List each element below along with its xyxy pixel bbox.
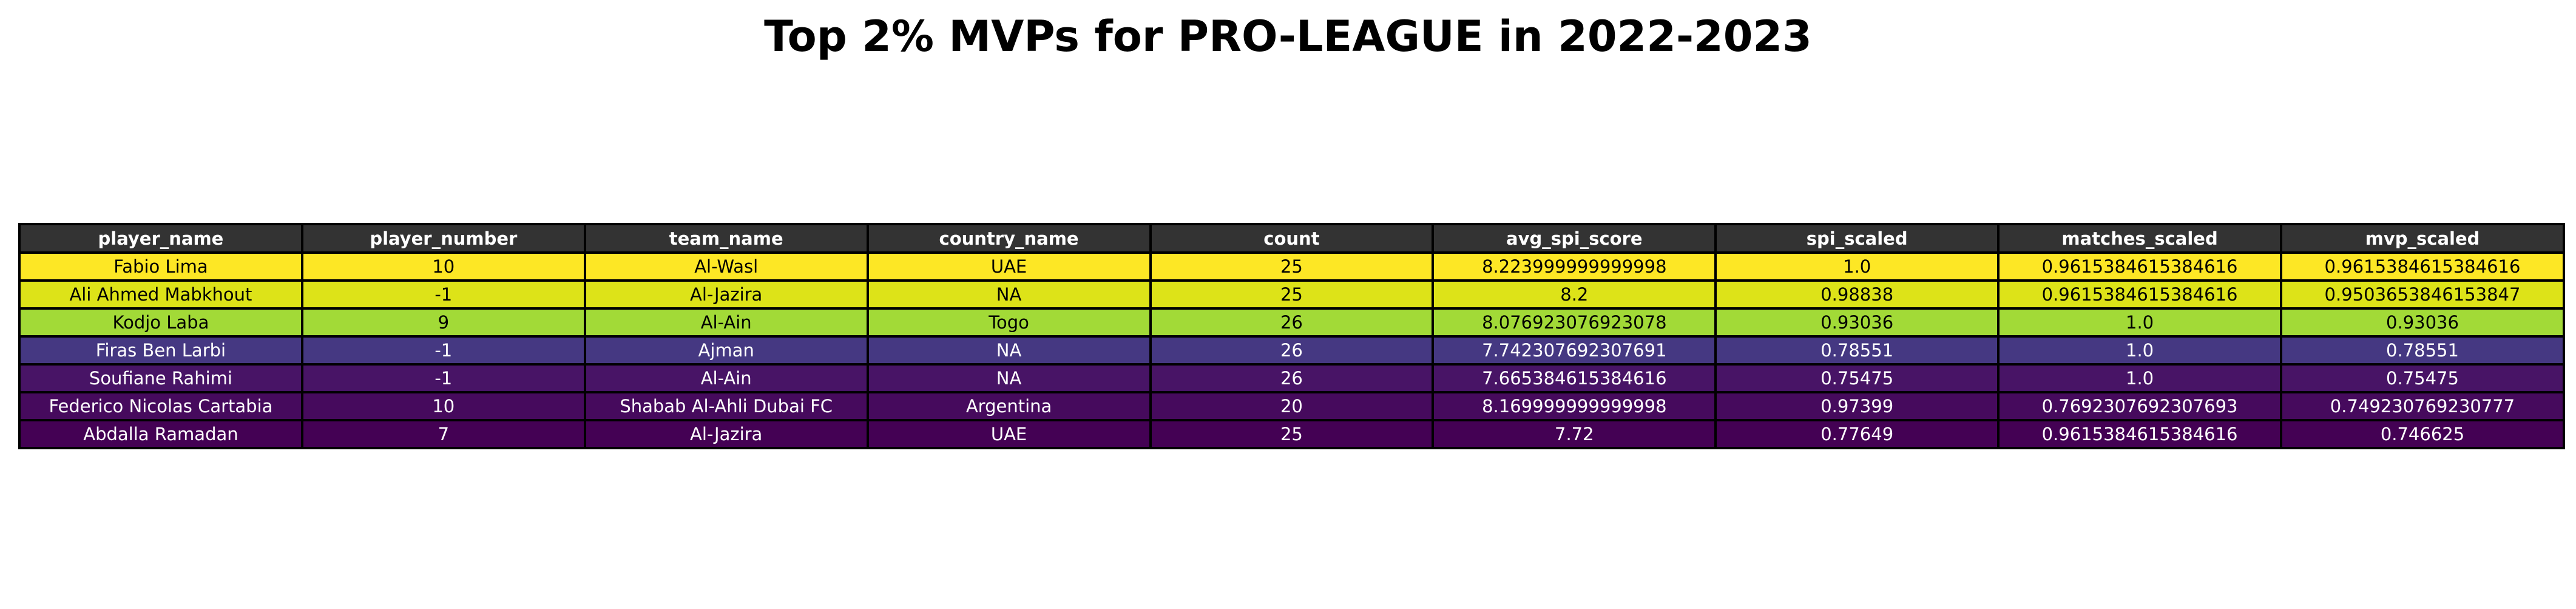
table-row: Abdalla Ramadan 7 Al-Jazira UAE 25 7.72 0.7764…: [18, 419, 2565, 449]
cell-team-name: Al-Jazira: [583, 279, 869, 310]
cell-avg-spi-score: 7.742307692307691: [1432, 335, 1717, 366]
cell-player-number: -1: [300, 279, 586, 310]
column-header-count: count: [1149, 223, 1435, 254]
cell-country-name: UAE: [866, 251, 1152, 282]
cell-country-name: NA: [866, 335, 1152, 366]
cell-country-name: NA: [866, 363, 1152, 393]
cell-avg-spi-score: 8.223999999999998: [1432, 251, 1717, 282]
column-header-player-name: player_name: [18, 223, 303, 254]
cell-country-name: NA: [866, 279, 1152, 310]
chart-title: Top 2% MVPs for PRO-LEAGUE in 2022-2023: [764, 12, 1812, 61]
cell-spi-scaled: 0.78551: [1714, 335, 2000, 366]
cell-avg-spi-score: 8.2: [1432, 279, 1717, 310]
table-row: Soufiane Rahimi -1 Al-Ain NA 26 7.66538461538…: [18, 363, 2565, 393]
cell-matches-scaled: 0.9615384615384616: [1997, 251, 2282, 282]
cell-spi-scaled: 0.98838: [1714, 279, 2000, 310]
column-header-matches-scaled: matches_scaled: [1997, 223, 2282, 254]
column-header-team-name: team_name: [583, 223, 869, 254]
cell-count: 25: [1149, 251, 1435, 282]
cell-count: 26: [1149, 363, 1435, 393]
cell-mvp-scaled: 0.78551: [2280, 335, 2565, 366]
column-header-player-number: player_number: [300, 223, 586, 254]
cell-player-number: -1: [300, 335, 586, 366]
cell-player-number: 10: [300, 391, 586, 421]
cell-player-number: 7: [300, 419, 586, 449]
cell-player-number: 10: [300, 251, 586, 282]
cell-mvp-scaled: 0.9503653846153847: [2280, 279, 2565, 310]
cell-count: 25: [1149, 419, 1435, 449]
cell-player-name: Kodjo Laba: [18, 307, 303, 338]
cell-matches-scaled: 1.0: [1997, 335, 2282, 366]
cell-mvp-scaled: 0.746625: [2280, 419, 2565, 449]
cell-count: 20: [1149, 391, 1435, 421]
cell-player-name: Ali Ahmed Mabkhout: [18, 279, 303, 310]
cell-mvp-scaled: 0.9615384615384616: [2280, 251, 2565, 282]
column-header-mvp-scaled: mvp_scaled: [2280, 223, 2565, 254]
cell-player-name: Abdalla Ramadan: [18, 419, 303, 449]
cell-mvp-scaled: 0.749230769230777: [2280, 391, 2565, 421]
table-row: Kodjo Laba 9 Al-Ain Togo 26 8.076923076923078…: [18, 307, 2565, 338]
table-row: Firas Ben Larbi -1 Ajman NA 26 7.742307692307…: [18, 335, 2565, 366]
cell-spi-scaled: 0.77649: [1714, 419, 2000, 449]
cell-matches-scaled: 0.9615384615384616: [1997, 419, 2282, 449]
table-header: player_name player_number team_name country…: [18, 223, 2565, 254]
cell-count: 26: [1149, 335, 1435, 366]
cell-player-name: Federico Nicolas Cartabia: [18, 391, 303, 421]
cell-team-name: Al-Ain: [583, 307, 869, 338]
cell-avg-spi-score: 8.076923076923078: [1432, 307, 1717, 338]
cell-team-name: Shabab Al-Ahli Dubai FC: [583, 391, 869, 421]
cell-player-name: Firas Ben Larbi: [18, 335, 303, 366]
cell-player-name: Soufiane Rahimi: [18, 363, 303, 393]
cell-country-name: Argentina: [866, 391, 1152, 421]
table-row: Ali Ahmed Mabkhout -1 Al-Jazira NA 25 8.2 0.98…: [18, 279, 2565, 310]
column-header-spi-scaled: spi_scaled: [1714, 223, 2000, 254]
cell-country-name: Togo: [866, 307, 1152, 338]
cell-count: 26: [1149, 307, 1435, 338]
cell-avg-spi-score: 8.169999999999998: [1432, 391, 1717, 421]
header-row: player_name player_number team_name country…: [18, 223, 2565, 254]
cell-player-number: 9: [300, 307, 586, 338]
cell-matches-scaled: 1.0: [1997, 307, 2282, 338]
cell-spi-scaled: 0.75475: [1714, 363, 2000, 393]
mvp-table: player_name player_number team_name country…: [18, 223, 2565, 449]
cell-player-name: Fabio Lima: [18, 251, 303, 282]
cell-avg-spi-score: 7.665384615384616: [1432, 363, 1717, 393]
table-row: Federico Nicolas Cartabia 10 Shabab Al-Ahl…: [18, 391, 2565, 421]
cell-matches-scaled: 0.9615384615384616: [1997, 279, 2282, 310]
table-row: Fabio Lima 10 Al-Wasl UAE 25 8.22399999999999…: [18, 251, 2565, 282]
cell-spi-scaled: 0.93036: [1714, 307, 2000, 338]
cell-country-name: UAE: [866, 419, 1152, 449]
mvp-table-container: player_name player_number team_name country…: [18, 223, 2565, 449]
cell-player-number: -1: [300, 363, 586, 393]
table-body: Fabio Lima 10 Al-Wasl UAE 25 8.22399999999999…: [18, 251, 2565, 449]
cell-avg-spi-score: 7.72: [1432, 419, 1717, 449]
cell-team-name: Ajman: [583, 335, 869, 366]
cell-mvp-scaled: 0.93036: [2280, 307, 2565, 338]
cell-matches-scaled: 0.7692307692307693: [1997, 391, 2282, 421]
cell-matches-scaled: 1.0: [1997, 363, 2282, 393]
cell-spi-scaled: 0.97399: [1714, 391, 2000, 421]
cell-team-name: Al-Wasl: [583, 251, 869, 282]
column-header-avg-spi-score: avg_spi_score: [1432, 223, 1717, 254]
cell-team-name: Al-Ain: [583, 363, 869, 393]
cell-mvp-scaled: 0.75475: [2280, 363, 2565, 393]
column-header-country-name: country_name: [866, 223, 1152, 254]
cell-count: 25: [1149, 279, 1435, 310]
cell-spi-scaled: 1.0: [1714, 251, 2000, 282]
cell-team-name: Al-Jazira: [583, 419, 869, 449]
